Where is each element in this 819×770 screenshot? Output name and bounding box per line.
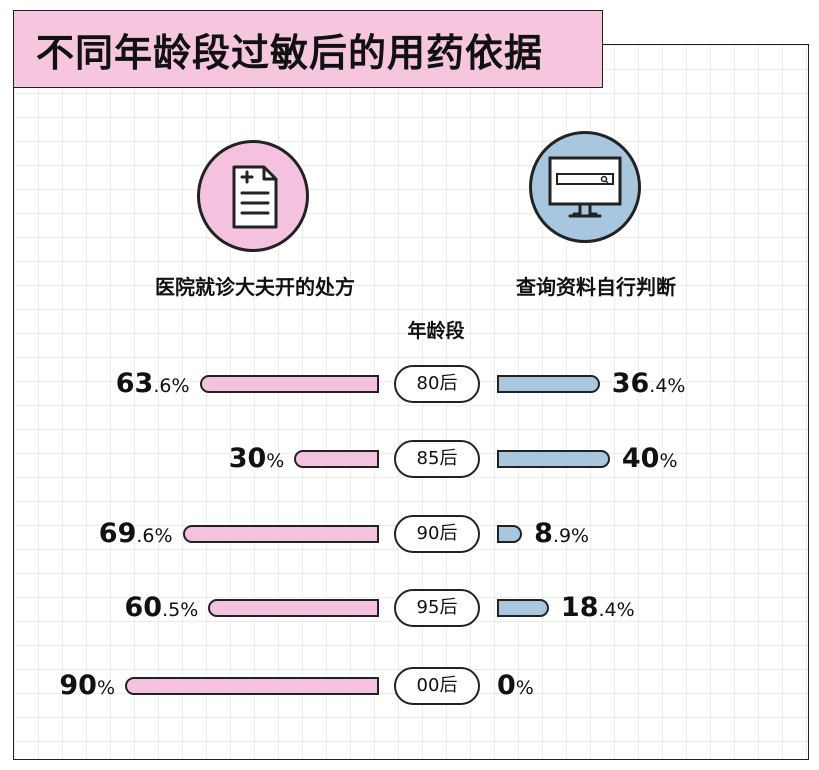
category-label: 90后 [394, 515, 480, 553]
prescription-document-icon [197, 140, 309, 252]
data-label-number: 69 [98, 518, 137, 549]
bar-left [294, 450, 379, 468]
right-series-label: 查询资料自行判断 [516, 275, 676, 299]
chart-title: 不同年龄段过敏后的用药依据 [36, 30, 544, 75]
data-label-number: 36 [611, 368, 650, 399]
title-banner: 不同年龄段过敏后的用药依据 [13, 10, 603, 88]
bar-right [497, 375, 600, 393]
data-label-unit: .4% [598, 599, 635, 621]
data-label-number: 90 [59, 670, 97, 701]
bar-left [199, 375, 379, 393]
data-label-unit: .5% [162, 599, 199, 621]
bar-left [182, 525, 379, 543]
data-label-left: 69.6% [13, 519, 173, 549]
data-label-number: 40 [621, 443, 660, 474]
bar-right [497, 450, 610, 468]
data-label-left: 63.6% [30, 369, 190, 399]
data-label-left: 60.5% [38, 593, 198, 623]
data-label-right: 0% [497, 671, 657, 701]
data-label-number: 0 [497, 670, 516, 701]
category-label: 95后 [394, 589, 480, 627]
category-label: 00后 [394, 667, 480, 705]
data-label-unit: % [515, 677, 534, 699]
data-label-left: 90% [0, 671, 115, 701]
data-label-right: 40% [622, 444, 782, 474]
bar-left [208, 599, 379, 617]
data-label-number: 18 [560, 592, 599, 623]
data-label-unit: % [96, 677, 115, 699]
data-label-number: 63 [115, 368, 154, 399]
bar-left [125, 677, 379, 695]
data-label-unit: .9% [552, 525, 590, 547]
category-label: 85后 [394, 440, 480, 478]
data-label-unit: .6% [136, 525, 173, 547]
data-label-right: 36.4% [612, 369, 772, 399]
axis-header: 年龄段 [407, 320, 465, 342]
data-label-number: 30 [228, 443, 267, 474]
data-label-number: 8 [534, 518, 553, 549]
data-label-unit: % [266, 450, 285, 472]
data-label-number: 60 [124, 592, 163, 623]
data-label-unit: % [659, 450, 678, 472]
data-label-unit: .4% [649, 375, 686, 397]
bar-right [497, 525, 523, 543]
data-label-right: 18.4% [561, 593, 721, 623]
category-label: 80后 [394, 365, 480, 403]
data-label-unit: .6% [153, 375, 190, 397]
data-label-right: 8.9% [534, 519, 694, 549]
left-series-label: 医院就诊大夫开的处方 [155, 275, 355, 299]
data-label-left: 30% [124, 443, 285, 474]
bar-right [497, 599, 549, 617]
computer-search-icon [529, 131, 641, 243]
